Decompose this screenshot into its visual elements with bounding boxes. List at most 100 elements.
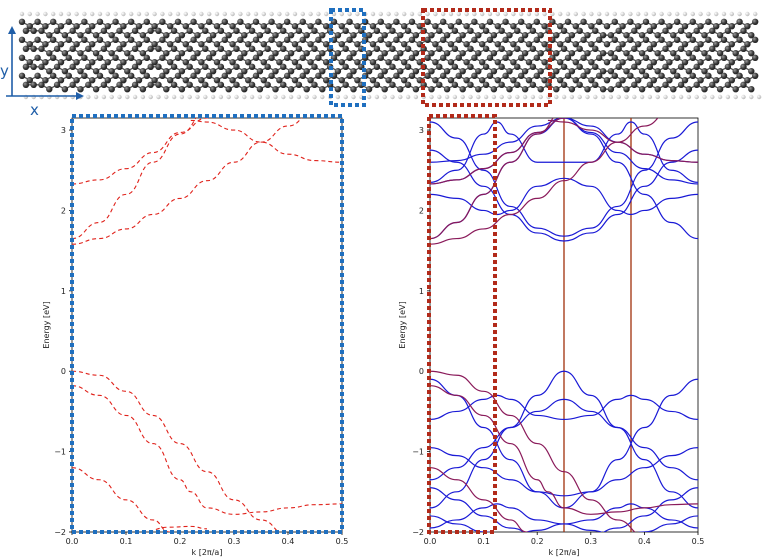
carbon-atom xyxy=(486,36,494,43)
carbon-atom xyxy=(588,59,595,66)
carbon-atom xyxy=(646,63,654,70)
carbon-atom xyxy=(576,27,583,34)
hydrogen-atom xyxy=(460,94,465,100)
carbon-atom xyxy=(18,18,26,25)
carbon-atom xyxy=(428,50,435,57)
carbon-atom xyxy=(580,36,587,43)
hydrogen-atom xyxy=(374,94,380,100)
hydrogen-atom xyxy=(125,94,130,100)
carbon-atom xyxy=(619,59,626,66)
band-series xyxy=(430,177,698,216)
carbon-atom xyxy=(681,77,689,84)
carbon-atom xyxy=(334,50,342,57)
axis-y-label: y xyxy=(0,62,9,80)
carbon-atom xyxy=(26,59,33,66)
carbon-atom xyxy=(89,23,96,30)
carbon-atom xyxy=(592,63,599,70)
carbon-atom xyxy=(568,68,576,75)
carbon-atom xyxy=(486,18,494,25)
carbon-atom xyxy=(237,72,244,80)
carbon-atom xyxy=(53,81,61,89)
carbon-atom xyxy=(514,81,521,89)
carbon-atom xyxy=(697,59,704,66)
carbon-atom xyxy=(237,54,244,61)
carbon-atom xyxy=(167,23,174,30)
carbon-atom xyxy=(685,68,693,75)
carbon-atom xyxy=(221,54,228,61)
hydrogen-atom xyxy=(257,94,263,100)
carbon-atom xyxy=(272,68,279,75)
hydrogen-atom xyxy=(499,94,504,100)
carbon-atom xyxy=(720,54,728,61)
x-tick-label: 0.0 xyxy=(66,537,79,546)
hydrogen-atom xyxy=(277,11,282,17)
hydrogen-atom xyxy=(612,11,617,17)
hydrogen-atom xyxy=(448,11,454,17)
carbon-atom xyxy=(303,68,310,75)
hydrogen-atom xyxy=(495,11,500,17)
carbon-atom xyxy=(557,23,564,30)
carbon-atom xyxy=(401,41,408,48)
carbon-atom xyxy=(92,50,100,57)
carbon-atom xyxy=(553,50,560,57)
carbon-atom xyxy=(104,41,112,48)
carbon-atom xyxy=(151,59,158,66)
hydrogen-atom xyxy=(292,11,298,17)
carbon-atom xyxy=(194,86,201,93)
carbon-atom xyxy=(342,27,349,34)
hydrogen-atom xyxy=(737,11,742,17)
carbon-atom xyxy=(650,41,657,48)
carbon-atom xyxy=(342,81,349,89)
carbon-atom xyxy=(73,59,80,66)
band-structure-chart-left: 0.0 0.1 0.2 0.3 0.4 0.5 −2 −1 0 1 2 3 Energy [eV] k… xyxy=(42,114,349,557)
hydrogen-atom xyxy=(717,94,723,100)
carbon-atom xyxy=(178,68,186,75)
carbon-atom xyxy=(564,36,572,43)
carbon-atom xyxy=(323,77,330,84)
carbon-atom xyxy=(681,41,689,48)
hydrogen-atom xyxy=(698,11,703,17)
band-series xyxy=(430,149,698,242)
carbon-atom xyxy=(397,32,404,39)
carbon-atom xyxy=(268,54,275,61)
carbon-atom xyxy=(89,41,96,48)
hydrogen-atom xyxy=(66,11,72,17)
carbon-atom xyxy=(311,81,318,89)
carbon-atom xyxy=(65,18,73,25)
carbon-atom xyxy=(174,54,182,61)
band-series xyxy=(430,121,698,183)
hydrogen-atom xyxy=(624,94,629,100)
carbon-atom xyxy=(221,72,228,80)
carbon-atom xyxy=(377,18,384,25)
hydrogen-atom xyxy=(480,11,485,17)
carbon-atom xyxy=(104,77,112,84)
carbon-atom xyxy=(42,77,49,84)
carbon-atom xyxy=(22,63,30,70)
carbon-atom xyxy=(408,72,416,80)
hydrogen-atom xyxy=(140,94,146,100)
carbon-atom xyxy=(720,36,728,43)
hydrogen-atom xyxy=(261,11,266,17)
carbon-atom xyxy=(260,77,267,84)
carbon-atom xyxy=(748,32,755,39)
carbon-atom xyxy=(198,77,205,84)
carbon-atom xyxy=(284,72,291,80)
hydrogen-atom xyxy=(409,11,415,17)
x-tick-label: 0.5 xyxy=(336,537,349,546)
carbon-atom xyxy=(599,32,607,39)
carbon-atom xyxy=(572,77,579,84)
carbon-atom xyxy=(451,45,459,52)
carbon-atom xyxy=(440,54,447,61)
carbon-atom xyxy=(26,77,33,84)
hydrogen-atom xyxy=(109,94,114,100)
carbon-atom xyxy=(139,86,147,93)
carbon-atom xyxy=(498,27,505,34)
carbon-atom xyxy=(525,77,533,84)
carbon-atom xyxy=(650,77,657,84)
carbon-atom xyxy=(716,86,724,93)
carbon-atom xyxy=(206,54,213,61)
hydrogen-atom xyxy=(452,94,458,100)
carbon-atom xyxy=(260,59,267,66)
hydrogen-atom xyxy=(214,11,220,17)
carbon-atom xyxy=(666,77,673,84)
